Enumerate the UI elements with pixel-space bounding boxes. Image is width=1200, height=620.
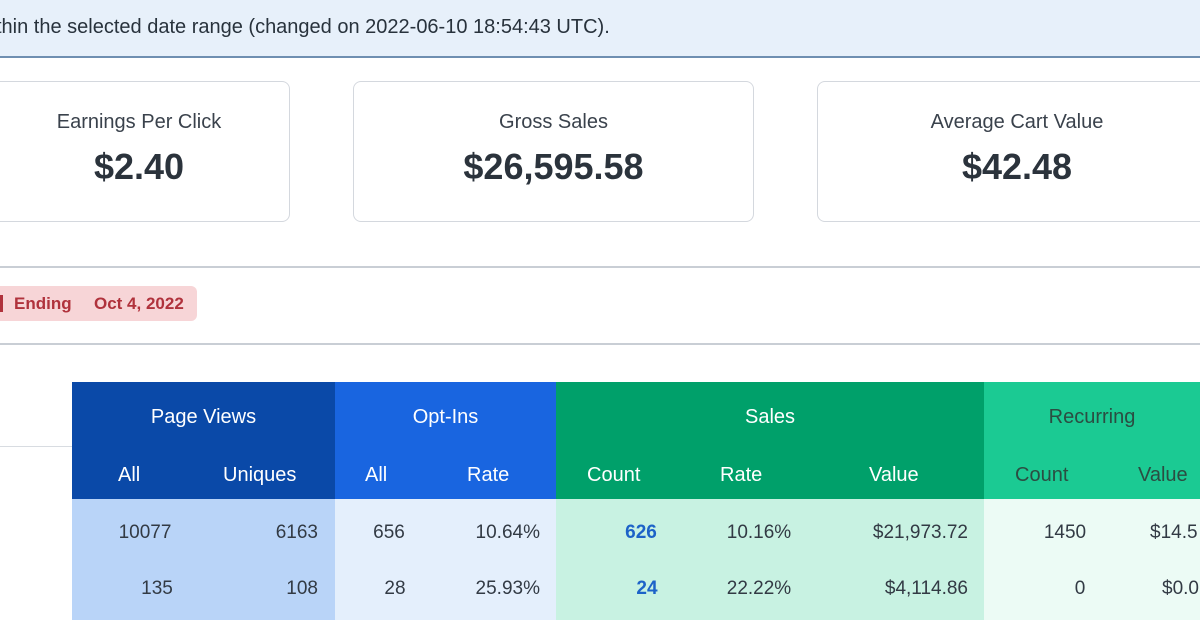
section-divider [0, 266, 1200, 268]
cell-opt-all: 28 [384, 578, 406, 599]
header-group-sales: Sales [556, 382, 984, 499]
col-header-rec-value[interactable]: Value [1138, 464, 1188, 486]
col-header-opt-rate[interactable]: Rate [467, 464, 510, 486]
cell-sales-count-link[interactable]: 24 [636, 578, 658, 599]
body-bg-opt-ins [335, 499, 556, 620]
cell-sales-rate: 22.22% [726, 578, 792, 599]
stat-label: Gross Sales [499, 111, 608, 133]
header-group-page-views: Page Views [72, 382, 335, 499]
section-divider [0, 343, 1200, 345]
cell-rec-value: $0.0 [1162, 578, 1199, 599]
stat-card-gross-sales: Gross Sales $26,595.58 [353, 81, 754, 222]
group-title: Opt-Ins [412, 406, 479, 428]
col-header-rec-count[interactable]: Count [1015, 464, 1069, 486]
header-group-opt-ins: Opt-Ins [335, 382, 556, 499]
col-header-sales-value[interactable]: Value [869, 464, 919, 486]
cell-pv-uniques: 6163 [275, 522, 318, 543]
group-title: Page Views [150, 406, 257, 428]
stat-label: Earnings Per Click [56, 111, 222, 133]
col-header-sales-rate[interactable]: Rate [720, 464, 763, 486]
row-separator [0, 446, 72, 447]
body-bg-sales [556, 499, 984, 620]
cell-opt-rate: 10.64% [475, 522, 540, 543]
cell-sales-rate: 10.16% [726, 522, 792, 543]
cell-rec-value: $14.5 [1150, 522, 1198, 543]
cell-rec-count: 1450 [1043, 522, 1087, 543]
banner-text: thin the selected date range (changed on… [0, 16, 610, 38]
ending-date: Oct 4, 2022 [94, 294, 184, 313]
group-title: Sales [744, 406, 796, 428]
stat-value: $42.48 [961, 146, 1073, 187]
col-header-pv-all[interactable]: All [118, 464, 141, 486]
info-banner: thin the selected date range (changed on… [0, 0, 1200, 58]
cell-rec-count: 0 [1074, 578, 1086, 599]
ending-date-badge: Ending Oct 4, 2022 [0, 286, 197, 321]
cell-sales-count-link[interactable]: 626 [625, 522, 657, 543]
badge-marker [0, 295, 3, 312]
stat-card-earnings-per-click: Earnings Per Click $2.40 [0, 81, 290, 222]
col-header-pv-uniques[interactable]: Uniques [223, 464, 297, 486]
cell-pv-all: 135 [141, 578, 173, 599]
stat-value: $26,595.58 [463, 146, 644, 187]
group-title: Recurring [1048, 406, 1136, 428]
header-group-recurring: Recurring [984, 382, 1200, 499]
cell-pv-all: 10077 [118, 522, 172, 543]
ending-label: Ending [14, 294, 72, 313]
body-bg-page-views [72, 499, 335, 620]
col-header-opt-all[interactable]: All [365, 464, 388, 486]
stat-value: $2.40 [93, 146, 185, 187]
body-bg-recurring [984, 499, 1200, 620]
stat-label: Average Cart Value [930, 111, 1104, 133]
cell-sales-value: $4,114.86 [884, 578, 968, 599]
cell-opt-all: 656 [373, 522, 405, 543]
stat-card-average-cart-value: Average Cart Value $42.48 [817, 81, 1200, 222]
cell-opt-rate: 25.93% [475, 578, 540, 599]
cell-pv-uniques: 108 [286, 578, 318, 599]
col-header-sales-count[interactable]: Count [587, 464, 641, 486]
cell-sales-value: $21,973.72 [872, 522, 968, 543]
